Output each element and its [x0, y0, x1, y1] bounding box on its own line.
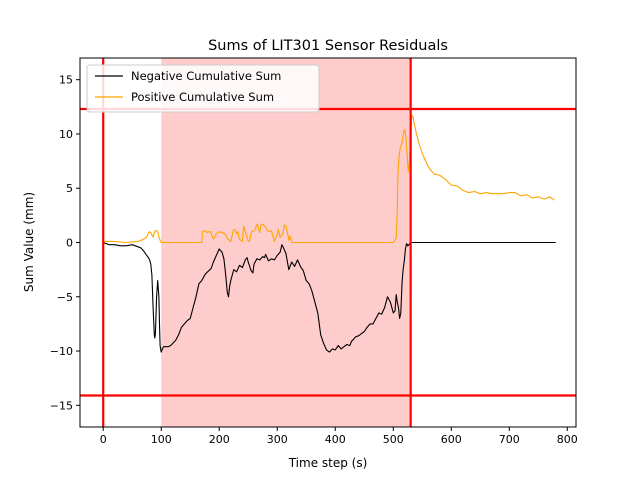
y-tick-label: −5 — [57, 291, 73, 304]
y-tick-label: 5 — [66, 182, 73, 195]
x-tick-label: 400 — [325, 433, 346, 446]
x-tick-label: 600 — [441, 433, 462, 446]
y-tick-label: −15 — [50, 399, 73, 412]
x-tick-label: 500 — [383, 433, 404, 446]
chart-title: Sums of LIT301 Sensor Residuals — [208, 38, 448, 54]
legend-label-1: Negative Cumulative Sum — [131, 69, 281, 83]
legend-box — [86, 64, 320, 113]
y-axis-label: Sum Value (mm) — [22, 192, 36, 292]
x-tick-label: 200 — [209, 433, 230, 446]
y-tick-label: −10 — [50, 345, 73, 358]
x-tick-label: 300 — [267, 433, 288, 446]
y-tick-label: 10 — [59, 128, 73, 141]
y-tick-label: 0 — [66, 237, 73, 250]
plot-area: 0 100 200 300 400 500 600 700 800 −15 −10 −5 0 5 10 15 N… — [50, 57, 578, 446]
x-tick-label: 800 — [557, 433, 578, 446]
x-tick-label: 0 — [100, 433, 107, 446]
y-tick-label: 15 — [59, 74, 73, 87]
x-axis-label: Time step (s) — [288, 456, 368, 470]
x-tick-label: 700 — [499, 433, 520, 446]
series-line-positive-cusum — [103, 114, 555, 244]
legend-label-2: Positive Cumulative Sum — [131, 90, 274, 104]
series-line-negative-cusum — [103, 241, 556, 353]
x-tick-label: 100 — [151, 433, 172, 446]
